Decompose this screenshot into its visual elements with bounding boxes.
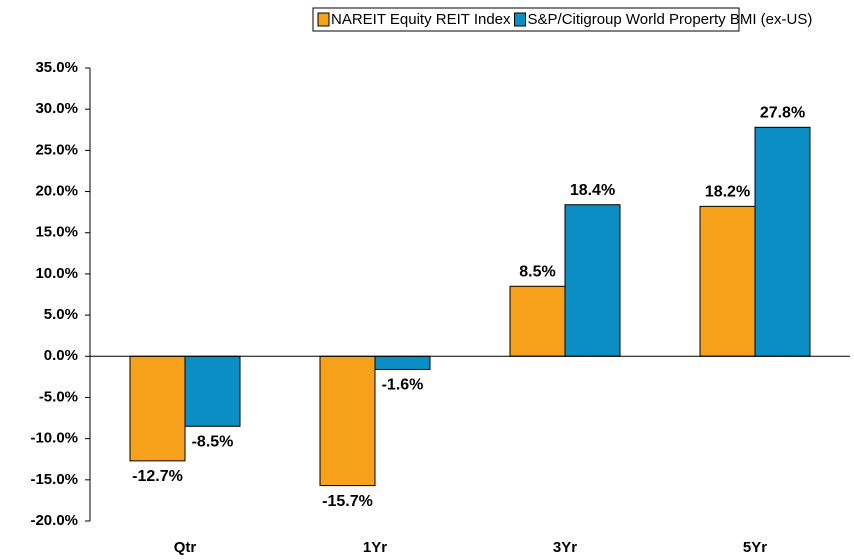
x-tick-label: Qtr bbox=[174, 539, 197, 556]
data-label: 27.8% bbox=[760, 105, 805, 122]
x-tick-label: 1Yr bbox=[363, 539, 387, 556]
y-tick-label: 20.0% bbox=[35, 183, 78, 200]
legend-swatch bbox=[317, 12, 330, 27]
y-tick-label: 25.0% bbox=[35, 141, 78, 158]
y-tick-label: 5.0% bbox=[44, 306, 78, 323]
y-tick-label: 15.0% bbox=[35, 224, 78, 241]
bar bbox=[374, 355, 431, 370]
data-label: 18.4% bbox=[570, 182, 615, 199]
data-label: -12.7% bbox=[132, 468, 183, 485]
y-tick-label: -10.0% bbox=[30, 430, 78, 447]
y-tick-label: 35.0% bbox=[35, 59, 78, 76]
legend-label: S&P/Citigroup World Property BMI (ex-US) bbox=[528, 11, 813, 28]
y-tick-label: -20.0% bbox=[30, 512, 78, 529]
data-label: 8.5% bbox=[519, 263, 555, 280]
bar bbox=[699, 205, 756, 357]
bar bbox=[319, 355, 376, 487]
bar bbox=[509, 285, 566, 357]
data-label: 18.2% bbox=[705, 184, 750, 201]
bar bbox=[129, 355, 186, 462]
legend-label: NAREIT Equity REIT Index bbox=[331, 11, 511, 28]
x-tick-label: 3Yr bbox=[553, 539, 577, 556]
bar bbox=[184, 355, 241, 427]
data-label: -8.5% bbox=[192, 434, 234, 451]
data-label: -1.6% bbox=[382, 377, 424, 394]
legend-swatch bbox=[514, 12, 527, 27]
y-tick-label: -15.0% bbox=[30, 471, 78, 488]
data-label: -15.7% bbox=[322, 493, 373, 510]
y-tick-label: -5.0% bbox=[39, 388, 78, 405]
y-tick-label: 30.0% bbox=[35, 100, 78, 117]
x-tick-label: 5Yr bbox=[743, 539, 767, 556]
y-tick-label: 0.0% bbox=[44, 347, 78, 364]
bar bbox=[754, 126, 811, 357]
bar bbox=[564, 204, 621, 357]
y-tick-label: 10.0% bbox=[35, 265, 78, 282]
